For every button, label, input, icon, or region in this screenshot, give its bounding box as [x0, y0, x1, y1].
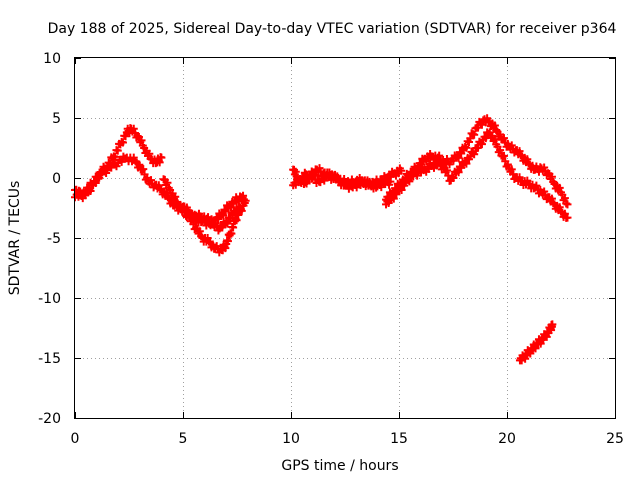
data-point [454, 168, 463, 177]
data-point [81, 189, 90, 198]
chart-title: Day 188 of 2025, Sidereal Day-to-day VTE… [48, 21, 617, 37]
y-axis-title: SDTVAR / TECUs [7, 181, 23, 296]
data-point [135, 160, 144, 169]
data-point [449, 174, 458, 182]
y-tick-label: -5 [47, 231, 61, 247]
data-point [532, 181, 541, 190]
data-point [523, 155, 532, 164]
y-tick-label: -10 [38, 291, 61, 307]
data-points [71, 114, 572, 365]
data-point [405, 177, 414, 186]
x-tick-label: 25 [606, 431, 624, 447]
data-point [129, 124, 138, 133]
data-point [171, 192, 180, 201]
data-point [477, 140, 486, 149]
data-point [457, 163, 466, 172]
data-point [444, 171, 453, 180]
data-point [507, 165, 516, 174]
x-tick-label: 5 [179, 431, 188, 447]
data-point [470, 150, 479, 159]
data-point [241, 196, 250, 205]
data-point [392, 190, 401, 199]
y-tick-label: 0 [52, 171, 61, 187]
data-point [560, 194, 569, 203]
data-point [111, 152, 120, 161]
data-point [503, 160, 512, 169]
data-point [397, 166, 406, 175]
data-point [145, 149, 154, 158]
data-point [442, 166, 451, 175]
data-point [389, 194, 398, 203]
data-point [540, 187, 549, 196]
data-point [563, 213, 572, 222]
data-point [195, 227, 204, 236]
y-tick-label: 5 [52, 111, 61, 127]
data-point [157, 153, 166, 162]
series-track-i [515, 320, 557, 365]
data-point [462, 159, 471, 168]
data-point [163, 178, 172, 187]
data-point [462, 143, 471, 152]
data-point [91, 179, 100, 188]
data-point [555, 203, 564, 212]
data-point [223, 219, 232, 228]
data-point [496, 146, 505, 155]
data-point [118, 138, 127, 147]
grid [75, 58, 615, 418]
data-point [490, 121, 499, 130]
data-point [435, 157, 444, 166]
data-point [470, 130, 479, 139]
data-point [563, 200, 572, 209]
data-point [137, 136, 146, 145]
y-tick-label: -20 [38, 411, 61, 427]
data-point [221, 207, 230, 216]
data-point [386, 177, 395, 186]
data-point [182, 203, 191, 212]
data-point [229, 223, 238, 232]
x-tick-label: 10 [282, 431, 300, 447]
data-point [102, 168, 111, 177]
series-track-h [382, 128, 572, 222]
data-point [397, 186, 406, 194]
data-point [490, 135, 499, 144]
x-axis-title: GPS time / hours [281, 458, 398, 474]
y-tick-label: -15 [38, 351, 61, 367]
x-tick-label: 15 [390, 431, 408, 447]
data-point [219, 211, 228, 220]
data-point [190, 210, 199, 219]
data-point [457, 149, 466, 158]
x-tick-label: 20 [498, 431, 516, 447]
series-track-d [179, 191, 250, 230]
data-point [547, 172, 556, 181]
data-point [468, 149, 477, 158]
data-point [154, 181, 163, 190]
data-point [540, 163, 549, 172]
data-point [113, 146, 122, 155]
axes: 0 5 10 15 20 25 10 5 0 -5 -10 -15 -20 [38, 51, 624, 447]
x-tick-label: 0 [71, 431, 80, 447]
plot-frame [74, 57, 616, 419]
data-point [302, 179, 311, 188]
data-point [404, 175, 413, 184]
data-point [454, 153, 463, 162]
data-point [547, 194, 556, 203]
data-point [496, 130, 505, 139]
y-tick-label: 10 [43, 51, 61, 67]
data-point [384, 198, 393, 207]
data-point [548, 320, 557, 329]
data-point [227, 229, 236, 238]
data-point [499, 134, 508, 143]
data-point [555, 183, 564, 192]
data-point [499, 151, 508, 160]
data-point [84, 184, 93, 193]
data-point [515, 147, 524, 156]
series-track-f [289, 168, 395, 193]
data-point [139, 165, 148, 174]
data-point [333, 172, 342, 181]
series-track-g [382, 114, 572, 209]
